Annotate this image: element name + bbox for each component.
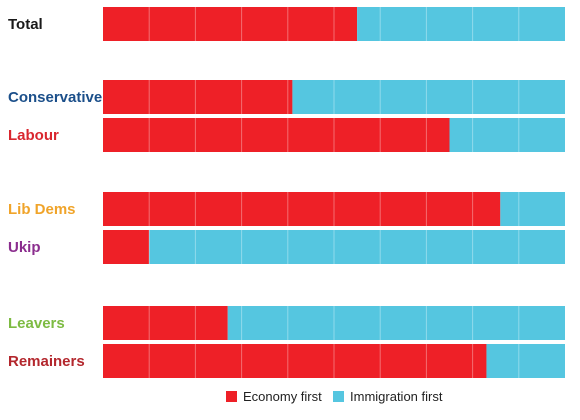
legend-swatch-immigration-first	[333, 391, 344, 402]
legend-label-immigration-first: Immigration first	[350, 389, 443, 404]
bar-conservative-economy-first	[103, 80, 293, 114]
category-labels: Total Conservative Labour Lib Dems Ukip Leave…	[8, 16, 102, 370]
legend-label-economy-first: Economy first	[243, 389, 322, 404]
bar-remainers-economy-first	[103, 344, 487, 378]
category-label-remainers: Remainers	[8, 353, 85, 370]
bar-remainers-immigration-first	[486, 344, 565, 378]
bar-leavers-economy-first	[103, 306, 228, 340]
category-label-leavers: Leavers	[8, 315, 65, 332]
bar-leavers-immigration-first	[227, 306, 566, 340]
bar-ukip-economy-first	[103, 230, 150, 264]
bar-total-immigration-first	[357, 7, 565, 41]
category-label-total: Total	[8, 16, 43, 33]
legend-swatch-economy-first	[226, 391, 237, 402]
bar-lib-dems-immigration-first	[500, 192, 565, 226]
bars	[103, 7, 566, 378]
bar-conservative-immigration-first	[292, 80, 565, 114]
category-label-lib-dems: Lib Dems	[8, 201, 76, 218]
category-label-conservative: Conservative	[8, 89, 102, 106]
bar-lib-dems-economy-first	[103, 192, 501, 226]
bar-total-economy-first	[103, 7, 358, 41]
gridlines	[148, 7, 520, 378]
legend: Economy first Immigration first	[226, 389, 443, 404]
bar-ukip-immigration-first	[149, 230, 565, 264]
category-label-ukip: Ukip	[8, 239, 41, 256]
bar-labour-immigration-first	[449, 118, 565, 152]
category-label-labour: Labour	[8, 127, 59, 144]
bar-labour-economy-first	[103, 118, 450, 152]
